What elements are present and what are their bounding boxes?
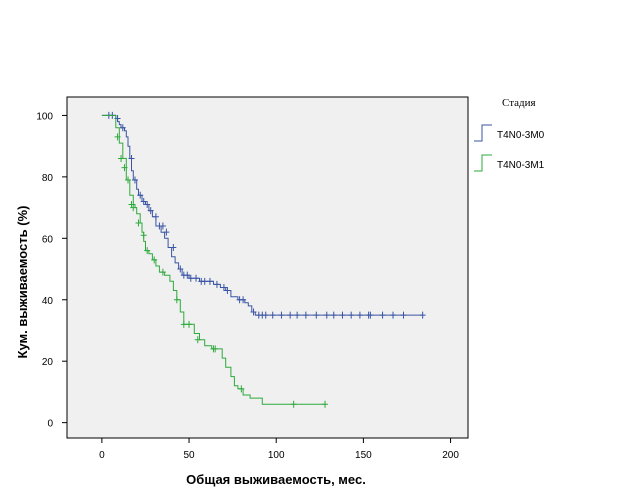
censor-mark	[144, 247, 151, 255]
censor-mark	[278, 311, 285, 319]
censor-mark	[159, 222, 166, 230]
censor-mark	[114, 133, 121, 141]
censor-mark	[194, 336, 201, 344]
censor-mark	[356, 311, 363, 319]
censor-mark	[128, 154, 135, 162]
censor-mark	[119, 124, 126, 132]
legend-item: T4N0-3M1	[474, 154, 545, 172]
censor-mark	[163, 228, 170, 236]
censor-mark	[212, 345, 219, 353]
censor-mark	[180, 320, 187, 328]
survival-curve-line	[101, 114, 325, 405]
legend-item: T4N0-3M0	[474, 124, 545, 142]
censor-mark	[379, 311, 386, 319]
x-axis: 0 50 100 150 200	[99, 438, 459, 461]
censor-mark	[187, 274, 194, 282]
y-axis: 0 20 40 60 80 100	[36, 111, 67, 430]
censor-mark	[269, 311, 276, 319]
censor-mark	[173, 296, 180, 304]
y-tick-label: 100	[36, 111, 53, 122]
y-tick-label: 40	[42, 296, 54, 307]
legend-title: Стадия	[502, 97, 536, 109]
legend: Стадия T4N0-3M0 T4N0-3M1	[474, 97, 545, 172]
censor-mark	[224, 287, 231, 295]
y-tick-label: 0	[47, 419, 53, 430]
x-tick-label: 200	[442, 450, 459, 461]
censor-mark	[152, 213, 159, 221]
censor-mark	[290, 400, 297, 408]
censor-mark	[151, 256, 158, 264]
y-tick-label: 60	[42, 234, 54, 245]
censor-mark	[177, 265, 184, 273]
censor-mark	[330, 311, 337, 319]
x-tick-label: 0	[99, 450, 105, 461]
series-layer	[101, 111, 426, 408]
censor-mark	[339, 311, 346, 319]
x-tick-label: 150	[355, 450, 372, 461]
x-axis-title: Общая выживаемость, мес.	[186, 472, 366, 487]
censor-mark	[140, 231, 147, 239]
censor-mark	[213, 280, 220, 288]
censor-mark	[348, 311, 355, 319]
y-axis-title: Кум. выживаемость (%)	[15, 206, 30, 359]
series-1	[101, 114, 329, 408]
x-tick-label: 100	[268, 450, 285, 461]
legend-label: T4N0-3M0	[497, 130, 545, 141]
censor-mark	[159, 268, 166, 276]
censor-mark	[313, 311, 320, 319]
censor-mark	[170, 244, 177, 252]
censor-mark	[118, 154, 125, 162]
censor-mark	[186, 320, 193, 328]
plot-area	[66, 96, 469, 439]
censor-mark	[250, 308, 257, 316]
legend-swatch-icon	[474, 154, 492, 172]
censor-mark	[121, 164, 128, 172]
censor-mark	[131, 176, 138, 184]
censor-mark	[367, 311, 374, 319]
censor-mark	[287, 311, 294, 319]
censor-mark	[390, 311, 397, 319]
censor-mark	[238, 385, 245, 393]
censor-mark	[220, 283, 227, 291]
x-tick-label: 50	[183, 450, 195, 461]
censor-mark	[144, 201, 151, 209]
censor-mark	[201, 277, 208, 285]
censor-mark	[262, 311, 269, 319]
legend-label: T4N0-3M1	[497, 160, 545, 171]
censor-mark	[135, 219, 142, 227]
censor-mark	[294, 311, 301, 319]
censor-mark	[240, 296, 247, 304]
y-tick-label: 20	[42, 357, 54, 368]
censor-mark	[400, 311, 407, 319]
censor-mark	[206, 277, 213, 285]
censor-mark	[184, 271, 191, 279]
censor-mark	[193, 274, 200, 282]
censor-mark	[125, 176, 132, 184]
legend-items: T4N0-3M0 T4N0-3M1	[474, 124, 545, 172]
censor-mark	[137, 191, 144, 199]
censor-mark	[140, 197, 147, 205]
censor-mark	[322, 400, 329, 408]
censor-mark	[323, 311, 330, 319]
censor-mark	[302, 311, 309, 319]
censor-mark	[130, 204, 137, 212]
censor-mark	[147, 207, 154, 215]
legend-swatch-icon	[474, 124, 492, 142]
y-tick-label: 80	[42, 173, 54, 184]
censor-mark	[419, 311, 426, 319]
